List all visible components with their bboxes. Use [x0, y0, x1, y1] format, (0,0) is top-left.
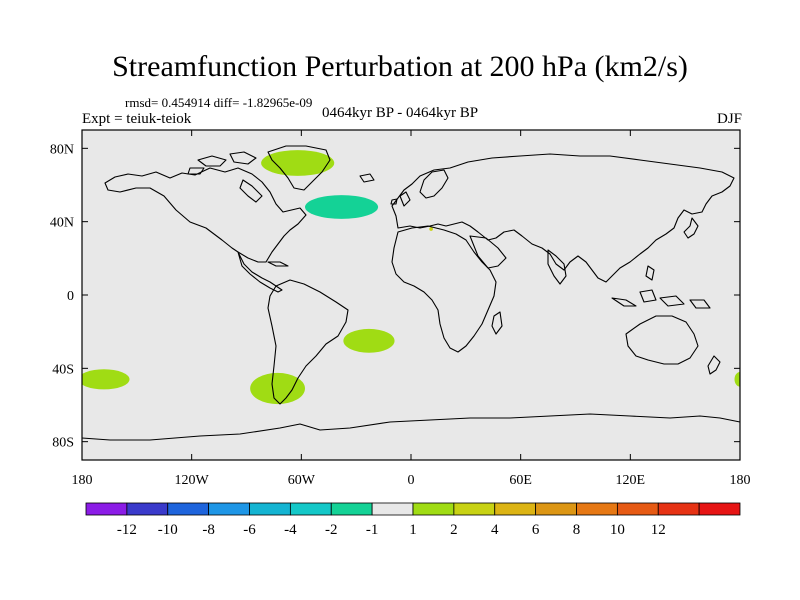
colorbar-box — [208, 502, 250, 516]
coast-australia — [625, 315, 699, 365]
colorbar-label: 12 — [651, 522, 666, 538]
colorbar-label: 1 — [409, 522, 417, 538]
x-tick-label: 60W — [288, 473, 316, 488]
anomaly-south-pacific-positive-east — [734, 372, 740, 387]
colorbar-box — [576, 502, 618, 516]
x-tick-label: 180 — [730, 473, 751, 488]
colorbar-box — [249, 502, 291, 516]
coast-india — [547, 249, 567, 285]
coast-arabia — [469, 235, 507, 269]
colorbar-box — [535, 502, 577, 516]
coast-hudson-bay — [239, 179, 263, 203]
x-tick-label: 120E — [616, 473, 646, 488]
colorbar-box — [85, 502, 128, 516]
anomaly-north-atlantic-negative — [304, 195, 379, 219]
colorbar-label: -2 — [325, 522, 338, 538]
coast-british-isles — [390, 191, 411, 207]
colorbar-label: 6 — [532, 522, 540, 538]
x-tick-label: 120W — [175, 473, 210, 488]
coast-scandinavia — [419, 169, 449, 199]
anomaly-layer — [82, 150, 740, 405]
anomaly-greenland-positive — [261, 150, 335, 176]
coast-arctic-islands — [187, 151, 257, 175]
colorbar: -12 -10 -8 -6 -4 -2 -1 1 2 4 6 8 10 12 — [85, 502, 741, 538]
colorbar-label: -4 — [284, 522, 297, 538]
colorbar-label: 8 — [573, 522, 581, 538]
coast-caribbean — [267, 261, 289, 267]
y-tick-label: 0 — [67, 289, 74, 304]
anomaly-mediterranean-speck — [429, 227, 433, 231]
colorbar-label: -10 — [158, 522, 178, 538]
coast-greenland — [267, 145, 331, 191]
stats-label: rmsd= 0.454914 diff= -1.82965e-09 — [125, 95, 313, 110]
period-label: 0464kyr BP - 0464kyr BP — [322, 105, 479, 121]
colorbar-label: -8 — [202, 522, 215, 538]
colorbar-label: -1 — [366, 522, 379, 538]
season-label: DJF — [716, 111, 742, 127]
colorbar-label: 2 — [450, 522, 458, 538]
colorbar-label: 10 — [610, 522, 625, 538]
coastlines — [81, 145, 741, 441]
coast-africa — [391, 225, 497, 353]
coast-eurasia — [391, 153, 735, 283]
colorbar-box — [453, 502, 496, 516]
colorbar-box — [126, 502, 169, 516]
coast-japan — [683, 217, 699, 239]
anomaly-south-pacific-positive-west — [82, 369, 130, 390]
colorbar-box — [371, 502, 414, 516]
colorbar-box — [167, 502, 210, 516]
x-tick-label: 0 — [408, 473, 415, 488]
colorbar-label: -6 — [243, 522, 256, 538]
coast-central-america — [237, 251, 283, 293]
coast-south-america — [267, 279, 349, 405]
y-tick-label: 40S — [52, 362, 74, 377]
colorbar-box — [616, 502, 659, 516]
coast-indonesia — [611, 289, 711, 309]
chart-title: Streamfunction Perturbation at 200 hPa (… — [112, 50, 688, 83]
anomaly-south-atlantic-positive — [343, 328, 395, 353]
coast-iceland — [359, 173, 375, 183]
colorbar-box — [412, 502, 455, 516]
coast-philippines — [645, 265, 655, 281]
anomaly-south-america-positive — [250, 372, 305, 405]
y-tick-label: 40N — [50, 216, 74, 231]
coast-madagascar — [491, 311, 503, 335]
coast-north-america — [104, 167, 307, 263]
x-tick-label: 60E — [509, 473, 532, 488]
x-tick-label: 180 — [72, 473, 93, 488]
colorbar-label: -12 — [117, 522, 137, 538]
map-axes: 180 120W 60W 0 60E 120E 180 80N 40N 0 40S 80S — [50, 130, 751, 488]
colorbar-label: 4 — [491, 522, 499, 538]
colorbar-box — [330, 502, 373, 516]
experiment-label: Expt = teiuk-teiok — [82, 111, 192, 127]
y-tick-label: 80N — [50, 142, 74, 157]
coast-new-zealand — [707, 355, 721, 375]
coast-antarctica — [81, 413, 741, 441]
colorbar-box — [698, 502, 741, 516]
colorbar-box — [657, 502, 700, 516]
colorbar-box — [494, 502, 537, 516]
colorbar-box — [289, 502, 332, 516]
y-tick-label: 80S — [52, 436, 74, 451]
